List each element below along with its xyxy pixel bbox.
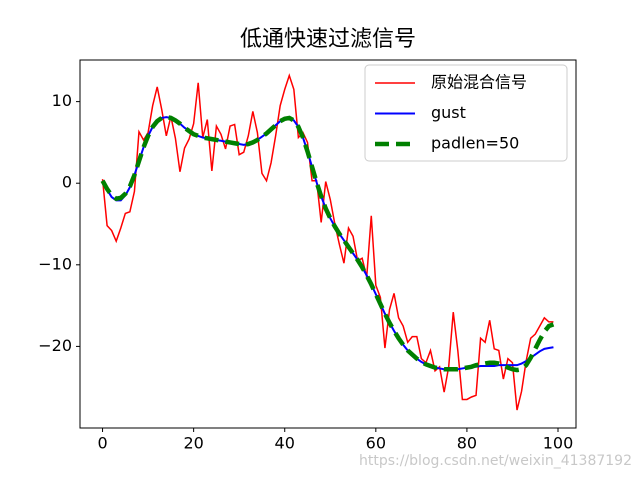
legend-label: padlen=50 <box>431 134 519 153</box>
x-tick-label: 60 <box>366 434 386 453</box>
x-tick-label: 100 <box>543 434 574 453</box>
chart-title: 低通快速过滤信号 <box>240 27 416 52</box>
watermark: https://blog.csdn.net/weixin_41387192 <box>359 453 632 469</box>
x-tick-label: 20 <box>183 434 203 453</box>
y-tick-label: −10 <box>38 254 72 273</box>
legend-label: 原始混合信号 <box>431 73 527 92</box>
x-tick-label: 80 <box>457 434 477 453</box>
legend-label: gust <box>431 103 466 122</box>
series-line <box>100 114 555 373</box>
legend-box <box>364 64 568 162</box>
plot-frame <box>79 59 577 429</box>
x-tick-label: 40 <box>275 434 295 453</box>
y-tick-label: 0 <box>62 173 72 192</box>
y-tick-label: −20 <box>38 336 72 355</box>
x-tick-label: 0 <box>97 434 107 453</box>
y-tick-label: 10 <box>52 91 72 110</box>
